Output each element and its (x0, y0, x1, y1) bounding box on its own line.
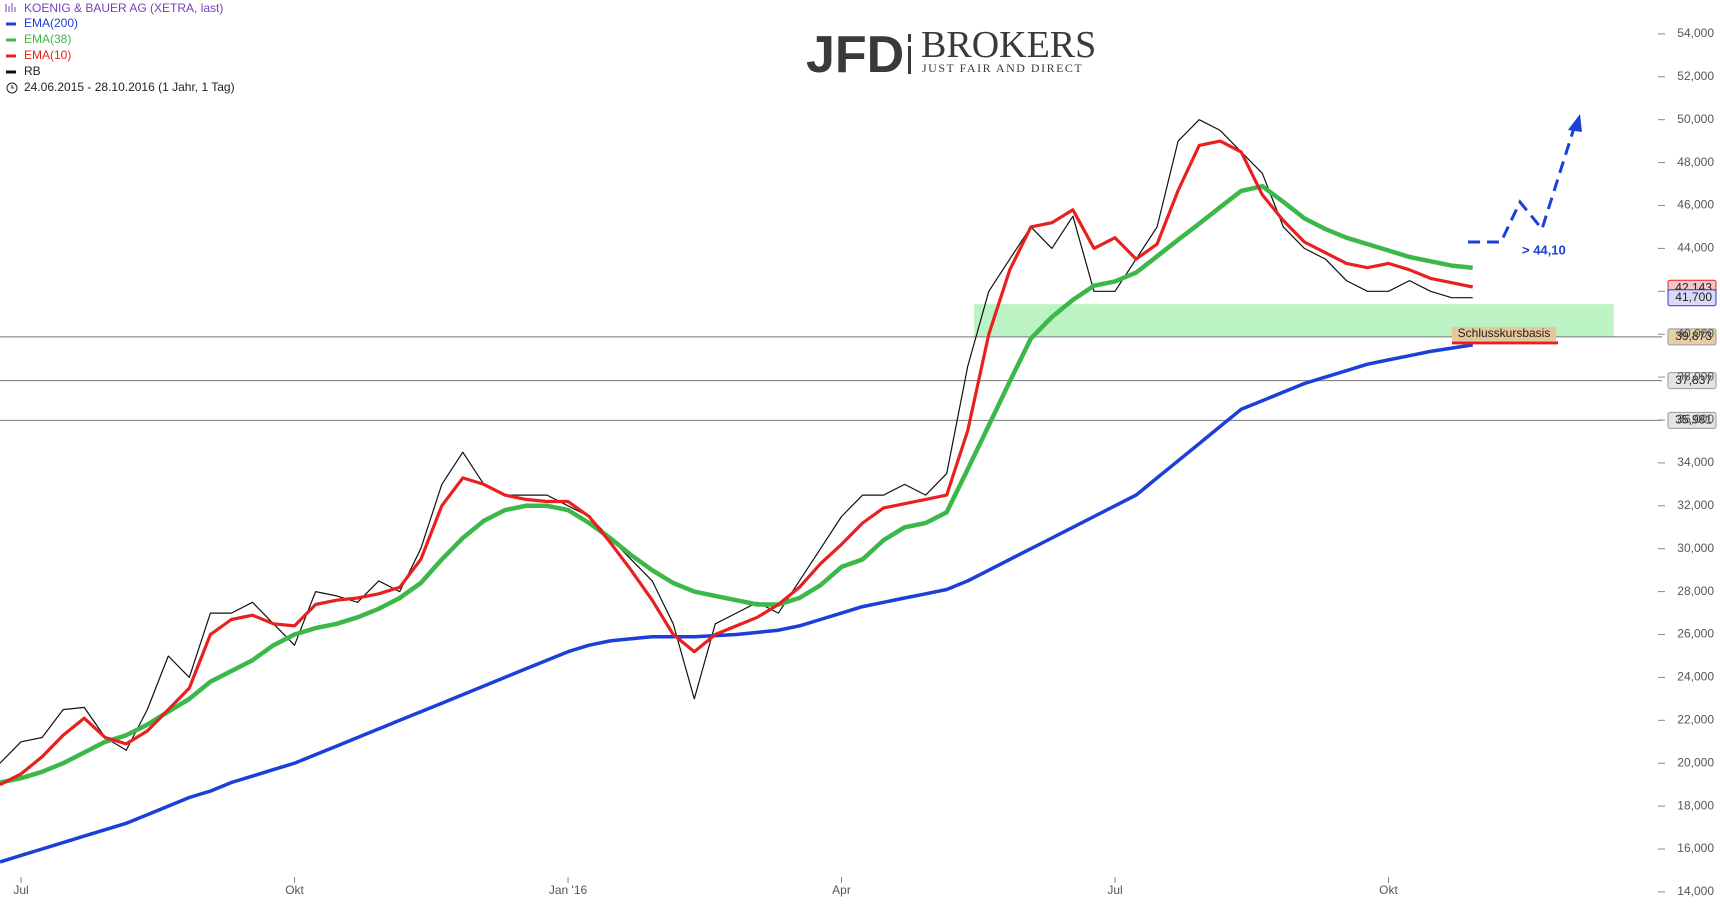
legend-label: EMA(38) (24, 32, 71, 46)
x-tick-label: Jan '16 (549, 883, 588, 897)
y-tick-label: 54,000 (1677, 26, 1714, 40)
level-label-box (1667, 411, 1717, 429)
y-tick-label: 48,000 (1677, 155, 1714, 169)
logo-separator (908, 46, 911, 74)
series-line (0, 119, 1473, 764)
legend-label: RB (24, 64, 41, 78)
level-label: 39,873 (1675, 329, 1712, 343)
annotation-box (1452, 326, 1556, 341)
forecast-arrow (1468, 127, 1576, 244)
y-tick-label: 32,000 (1677, 498, 1714, 512)
y-tick-label: 50,000 (1677, 112, 1714, 126)
price-label-box (1667, 289, 1717, 307)
logo: JFD BROKERS JUST FAIR AND DIRECT (806, 24, 1096, 84)
y-tick-label: 40,000 (1677, 326, 1714, 340)
legend-label: EMA(200) (24, 16, 78, 30)
y-tick-label: 46,000 (1677, 198, 1714, 212)
level-label: 37,837 (1675, 373, 1712, 387)
y-tick-label: 20,000 (1677, 755, 1714, 769)
title-icon (5, 3, 16, 12)
y-tick-label: 22,000 (1677, 712, 1714, 726)
y-tick-label: 16,000 (1677, 841, 1714, 855)
x-tick-label: Okt (1379, 883, 1398, 897)
logo-name: BROKERS (921, 24, 1096, 66)
series-line (0, 343, 1473, 864)
logo-separator (908, 34, 911, 42)
x-tick-label: Okt (285, 883, 304, 897)
annotation: > 44,10 (1522, 242, 1566, 257)
y-tick-label: 30,000 (1677, 541, 1714, 555)
x-tick-label: Jul (1107, 883, 1122, 897)
y-tick-label: 52,000 (1677, 69, 1714, 83)
logo-brand: JFD (806, 26, 904, 84)
price-label: 41,700 (1675, 290, 1712, 304)
y-tick-label: 14,000 (1677, 884, 1714, 898)
y-tick-label: 18,000 (1677, 798, 1714, 812)
y-tick-label: 28,000 (1677, 584, 1714, 598)
clock-icon (6, 82, 18, 94)
annotation: Schlusskursbasis (1458, 326, 1551, 340)
series-line (0, 183, 1473, 785)
y-tick-label: 44,000 (1677, 241, 1714, 255)
y-tick-label: 36,000 (1677, 412, 1714, 426)
chart-title: KOENIG & BAUER AG (XETRA, last) (24, 1, 223, 15)
forecast-arrowhead (1568, 114, 1582, 132)
legend-label: EMA(10) (24, 48, 71, 62)
y-tick-label: 34,000 (1677, 455, 1714, 469)
y-tick-label: 24,000 (1677, 670, 1714, 684)
plot-area (0, 119, 1662, 864)
x-tick-label: Apr (832, 883, 851, 897)
logo-tagline: JUST FAIR AND DIRECT (922, 61, 1083, 75)
level-label: 35,981 (1675, 413, 1712, 427)
chart-subtitle: 24.06.2015 - 28.10.2016 (1 Jahr, 1 Tag) (24, 80, 235, 94)
y-tick-label: 26,000 (1677, 627, 1714, 641)
y-tick-label: 38,000 (1677, 369, 1714, 383)
x-tick-label: Jul (13, 883, 28, 897)
level-label-box (1667, 372, 1717, 390)
level-label-box (1667, 328, 1717, 346)
clock-icon (11, 85, 14, 89)
series-line (0, 139, 1474, 787)
